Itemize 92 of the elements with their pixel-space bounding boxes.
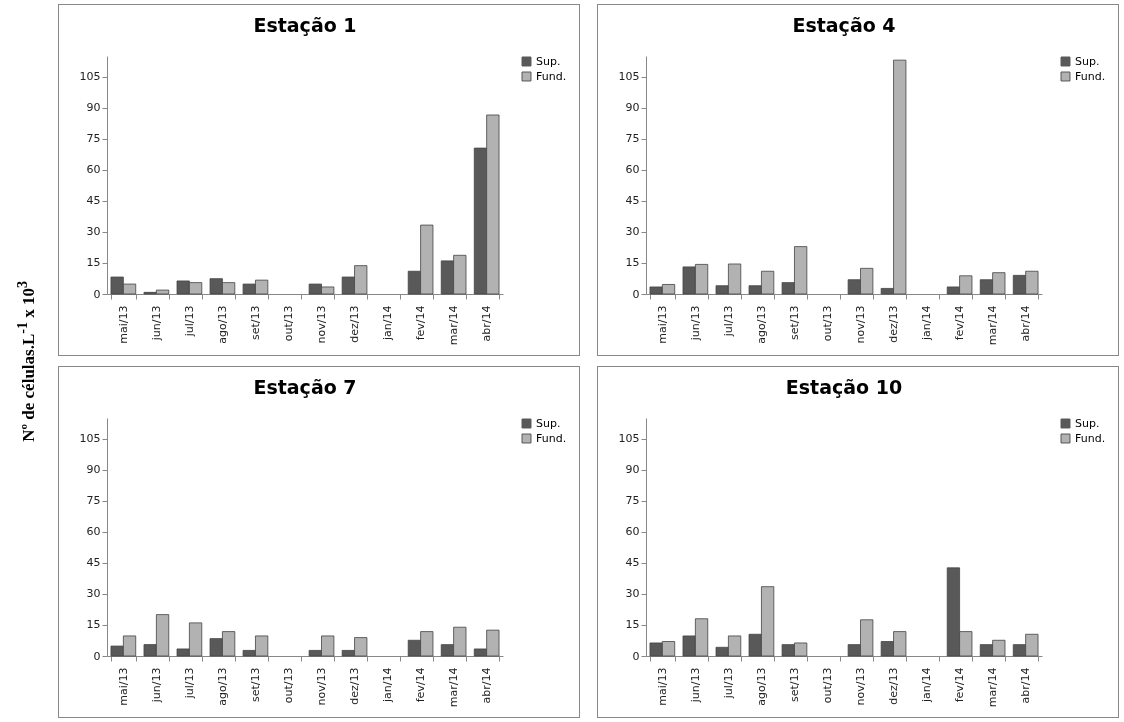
y-tick-label: 45 — [625, 194, 640, 208]
y-tick-label: 0 — [632, 287, 640, 301]
x-tick-label: abr/14 — [1019, 305, 1033, 342]
x-tick-label: mai/13 — [116, 667, 130, 706]
x-tick-label: jul/13 — [182, 305, 196, 338]
legend-label: Sup. — [1075, 416, 1100, 430]
x-tick-label: nov/13 — [315, 667, 329, 706]
y-tick-label: 15 — [86, 618, 101, 632]
x-tick-label: ago/13 — [754, 305, 768, 344]
chart-title: Estação 7 — [253, 376, 357, 398]
x-tick-label: nov/13 — [315, 305, 329, 344]
x-tick-label: dez/13 — [887, 305, 901, 343]
x-tick-label: jan/14 — [381, 305, 395, 341]
x-tick-label: mar/14 — [986, 667, 1000, 708]
x-tick-label: set/13 — [248, 305, 262, 341]
x-tick-label: fev/14 — [953, 305, 967, 341]
legend-label: Fund. — [536, 431, 567, 445]
x-tick-label: jul/13 — [721, 305, 735, 338]
x-tick-label: jul/13 — [182, 667, 196, 700]
x-tick-label: nov/13 — [854, 305, 868, 344]
x-tick-label: abr/14 — [480, 305, 494, 342]
x-tick-label: mar/14 — [447, 667, 461, 708]
x-tick-label: mar/14 — [986, 305, 1000, 346]
x-tick-label: abr/14 — [1019, 667, 1033, 704]
legend-label: Fund. — [536, 69, 567, 83]
x-tick-label: out/13 — [820, 667, 834, 704]
x-tick-label: nov/13 — [854, 667, 868, 706]
y-tick-label: 105 — [618, 70, 640, 84]
y-tick-label: 30 — [625, 587, 640, 601]
y-tick-label: 15 — [625, 256, 640, 270]
x-tick-label: fev/14 — [414, 667, 428, 703]
legend-label: Fund. — [1075, 431, 1106, 445]
y-tick-label: 0 — [632, 649, 640, 663]
y-tick-label: 0 — [93, 649, 101, 663]
chart-title: Estação 4 — [792, 14, 896, 36]
x-tick-label: jan/14 — [920, 667, 934, 703]
y-tick-label: 105 — [618, 432, 640, 446]
x-tick-label: out/13 — [281, 667, 295, 704]
chart-title: Estação 10 — [785, 376, 903, 398]
x-tick-label: jun/13 — [149, 305, 163, 342]
y-tick-label: 90 — [625, 463, 640, 477]
x-tick-label: out/13 — [820, 305, 834, 342]
y-tick-label: 105 — [79, 70, 101, 84]
y-tick-label: 15 — [625, 618, 640, 632]
x-tick-label: dez/13 — [887, 667, 901, 705]
x-tick-label: dez/13 — [348, 667, 362, 705]
y-tick-label: 30 — [86, 225, 101, 239]
y-tick-label: 60 — [86, 163, 101, 177]
y-tick-label: 45 — [625, 556, 640, 570]
y-tick-label: 90 — [86, 463, 101, 477]
x-tick-label: fev/14 — [414, 305, 428, 341]
x-tick-label: dez/13 — [348, 305, 362, 343]
x-tick-label: mai/13 — [655, 305, 669, 344]
legend-label: Sup. — [536, 54, 561, 68]
y-tick-label: 75 — [86, 132, 101, 146]
legend-label: Sup. — [536, 416, 561, 430]
x-tick-label: out/13 — [281, 305, 295, 342]
x-tick-label: set/13 — [787, 667, 801, 703]
y-tick-label: 90 — [625, 101, 640, 115]
y-tick-label: 15 — [86, 256, 101, 270]
x-tick-label: ago/13 — [215, 667, 229, 706]
x-tick-label: mar/14 — [447, 305, 461, 346]
y-tick-label: 60 — [625, 525, 640, 539]
y-tick-label: 90 — [86, 101, 101, 115]
x-tick-label: jan/14 — [920, 305, 934, 341]
x-tick-label: jan/14 — [381, 667, 395, 703]
y-tick-label: 75 — [625, 494, 640, 508]
y-tick-label: 75 — [86, 494, 101, 508]
y-tick-label: 30 — [86, 587, 101, 601]
y-tick-label: 0 — [93, 287, 101, 301]
x-tick-label: ago/13 — [215, 305, 229, 344]
y-tick-label: 60 — [625, 163, 640, 177]
chart-title: Estação 1 — [253, 14, 357, 36]
x-tick-label: mai/13 — [655, 667, 669, 706]
y-tick-label: 75 — [625, 132, 640, 146]
x-tick-label: mai/13 — [116, 305, 130, 344]
x-tick-label: jun/13 — [688, 305, 702, 342]
x-tick-label: set/13 — [248, 667, 262, 703]
legend-label: Fund. — [1075, 69, 1106, 83]
y-tick-label: 105 — [79, 432, 101, 446]
legend-label: Sup. — [1075, 54, 1100, 68]
x-tick-label: set/13 — [787, 305, 801, 341]
y-tick-label: 45 — [86, 194, 101, 208]
x-tick-label: abr/14 — [480, 667, 494, 704]
y-tick-label: 60 — [86, 525, 101, 539]
x-tick-label: ago/13 — [754, 667, 768, 706]
y-tick-label: 45 — [86, 556, 101, 570]
x-tick-label: jun/13 — [149, 667, 163, 704]
x-tick-label: jun/13 — [688, 667, 702, 704]
x-tick-label: jul/13 — [721, 667, 735, 700]
y-tick-label: 30 — [625, 225, 640, 239]
x-tick-label: fev/14 — [953, 667, 967, 703]
